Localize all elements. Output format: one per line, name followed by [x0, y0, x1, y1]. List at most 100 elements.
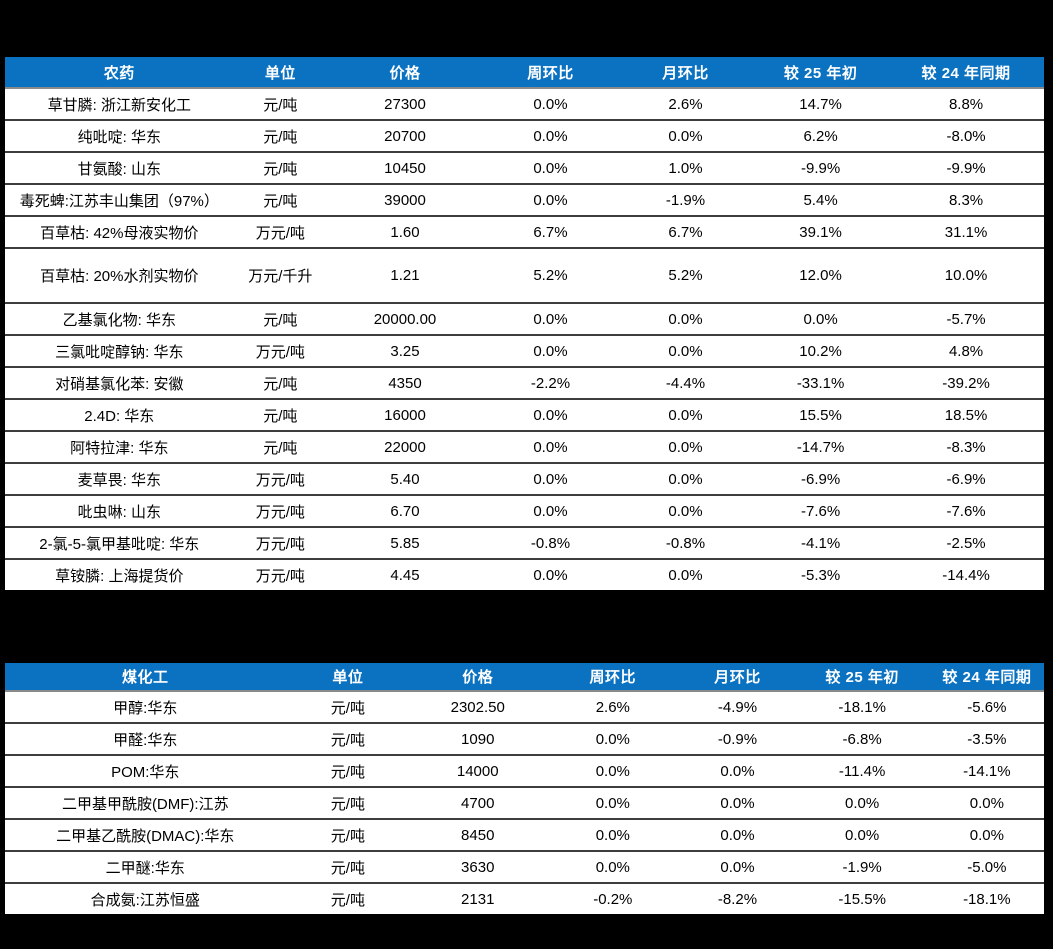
value-cell: 0.0% — [617, 302, 754, 335]
value-cell: 20000.00 — [327, 302, 483, 335]
value-cell: 5.85 — [327, 526, 483, 559]
value-cell: 39.1% — [753, 215, 889, 248]
value-cell: -8.0% — [888, 119, 1044, 152]
column-header: 单位 — [233, 57, 328, 89]
product-name-cell: 吡虫啉: 山东 — [5, 494, 234, 527]
value-cell: 20700 — [327, 119, 483, 152]
value-cell: 万元/吨 — [233, 494, 328, 527]
value-cell: -11.4% — [794, 754, 930, 787]
column-header: 周环比 — [482, 57, 618, 89]
value-cell: 4350 — [327, 366, 483, 399]
table-row: 2-氯-5-氯甲基吡啶: 华东 万元/吨 5.85 -0.8% -0.8% -4.1% -2… — [5, 526, 1044, 559]
table-row: 百草枯: 42%母液实物价 万元/吨 1.60 6.7% 6.7% 39.1% 31.1% — [5, 215, 1044, 248]
value-cell: 10.0% — [888, 247, 1044, 303]
value-cell: 元/吨 — [285, 786, 411, 819]
coal-chemical-price-table-grid: 煤化工 单位 价格 周环比 月环比较 25 年初较 24 年同期 甲醇:华东 元/吨 2302… — [5, 663, 1044, 914]
value-cell: 18.5% — [888, 398, 1044, 431]
value-cell: 0.0% — [680, 818, 795, 851]
table-row: POM:华东 元/吨 14000 0.0% 0.0% -11.4% -14.1% — [5, 754, 1044, 787]
value-cell: 0.0% — [482, 151, 618, 184]
value-cell: 0.0% — [482, 430, 618, 463]
column-header: 月环比 — [617, 57, 754, 89]
value-cell: 5.4% — [753, 183, 889, 216]
value-cell: 0.0% — [482, 398, 618, 431]
column-header: 周环比 — [545, 663, 681, 692]
value-cell: 0.0% — [929, 818, 1044, 851]
value-cell: 10.2% — [753, 334, 889, 367]
value-cell: -18.1% — [794, 691, 930, 723]
product-name-cell: 甘氨酸: 山东 — [5, 151, 234, 184]
value-cell: 元/吨 — [233, 88, 328, 120]
coal-chemical-price-table: 煤化工 单位 价格 周环比 月环比较 25 年初较 24 年同期 甲醇:华东 元/吨 2302… — [5, 663, 1044, 914]
value-cell: -6.9% — [888, 462, 1044, 495]
value-cell: -5.6% — [929, 691, 1044, 723]
value-cell: 6.70 — [327, 494, 483, 527]
value-cell: 元/吨 — [285, 691, 411, 723]
table-row: 对硝基氯化苯: 安徽 元/吨 4350 -2.2% -4.4% -33.1% -39.2% — [5, 366, 1044, 399]
value-cell: 1.0% — [617, 151, 754, 184]
value-cell: -1.9% — [617, 183, 754, 216]
value-cell: 万元/吨 — [233, 526, 328, 559]
table-row: 甲醛:华东 元/吨 1090 0.0% -0.9% -6.8% -3.5% — [5, 722, 1044, 755]
value-cell: -5.7% — [888, 302, 1044, 335]
value-cell: 10450 — [327, 151, 483, 184]
value-cell: 万元/吨 — [233, 462, 328, 495]
value-cell: 16000 — [327, 398, 483, 431]
value-cell: 0.0% — [680, 850, 795, 883]
value-cell: 元/吨 — [233, 430, 328, 463]
pesticide-price-table: 农药 单位 价格 周环比 月环比较 25 年初较 24 年同期 草甘膦: 浙江新安化工 元/… — [5, 57, 1044, 590]
value-cell: 0.0% — [617, 558, 754, 590]
value-cell: 39000 — [327, 183, 483, 216]
value-cell: 5.2% — [617, 247, 754, 303]
column-header: 单位 — [285, 663, 411, 692]
value-cell: 3630 — [410, 850, 546, 883]
table-row: 草甘膦: 浙江新安化工 元/吨 27300 0.0% 2.6% 14.7% 8.8% — [5, 88, 1044, 120]
value-cell: 3.25 — [327, 334, 483, 367]
table-row: 二甲醚:华东 元/吨 3630 0.0% 0.0% -1.9% -5.0% — [5, 850, 1044, 883]
value-cell: 元/吨 — [285, 882, 411, 914]
value-cell: 元/吨 — [285, 722, 411, 755]
value-cell: -4.9% — [680, 691, 795, 723]
value-cell: 元/吨 — [285, 754, 411, 787]
product-name-cell: 二甲基甲酰胺(DMF):江苏 — [5, 786, 286, 819]
column-header: 煤化工 — [5, 663, 286, 692]
value-cell: 0.0% — [482, 302, 618, 335]
column-header: 价格 — [410, 663, 546, 692]
product-name-cell: 二甲基乙酰胺(DMAC):华东 — [5, 818, 286, 851]
header-row: 农药 单位 价格 周环比 月环比较 25 年初较 24 年同期 — [5, 57, 1044, 89]
table-row: 吡虫啉: 山东 万元/吨 6.70 0.0% 0.0% -7.6% -7.6% — [5, 494, 1044, 527]
value-cell: -0.2% — [545, 882, 681, 914]
product-name-cell: 纯吡啶: 华东 — [5, 119, 234, 152]
product-name-cell: 乙基氯化物: 华东 — [5, 302, 234, 335]
value-cell: 2302.50 — [410, 691, 546, 723]
product-name-cell: 甲醇:华东 — [5, 691, 286, 723]
table-row: 合成氨:江苏恒盛 元/吨 2131 -0.2% -8.2% -15.5% -18.1% — [5, 882, 1044, 914]
value-cell: 5.2% — [482, 247, 618, 303]
value-cell: 6.7% — [617, 215, 754, 248]
value-cell: -14.1% — [929, 754, 1044, 787]
value-cell: 0.0% — [482, 334, 618, 367]
table-row: 草铵膦: 上海提货价 万元/吨 4.45 0.0% 0.0% -5.3% -14.4% — [5, 558, 1044, 590]
value-cell: -0.8% — [482, 526, 618, 559]
value-cell: 元/吨 — [233, 302, 328, 335]
value-cell: 元/吨 — [285, 850, 411, 883]
product-name-cell: 2-氯-5-氯甲基吡啶: 华东 — [5, 526, 234, 559]
value-cell: 0.0% — [617, 334, 754, 367]
value-cell: 0.0% — [617, 119, 754, 152]
value-cell: 0.0% — [617, 430, 754, 463]
value-cell: 8.8% — [888, 88, 1044, 120]
column-header: 较 25 年初 — [794, 663, 930, 692]
column-header: 较 24 年同期 — [888, 57, 1044, 89]
product-name-cell: 百草枯: 20%水剂实物价 — [5, 247, 234, 303]
value-cell: -8.3% — [888, 430, 1044, 463]
value-cell: 元/吨 — [233, 366, 328, 399]
value-cell: 6.2% — [753, 119, 889, 152]
product-name-cell: 麦草畏: 华东 — [5, 462, 234, 495]
value-cell: -2.2% — [482, 366, 618, 399]
value-cell: 0.0% — [753, 302, 889, 335]
value-cell: 8450 — [410, 818, 546, 851]
header-row: 煤化工 单位 价格 周环比 月环比较 25 年初较 24 年同期 — [5, 663, 1044, 692]
value-cell: 0.0% — [617, 398, 754, 431]
column-header: 月环比 — [680, 663, 795, 692]
product-name-cell: 百草枯: 42%母液实物价 — [5, 215, 234, 248]
